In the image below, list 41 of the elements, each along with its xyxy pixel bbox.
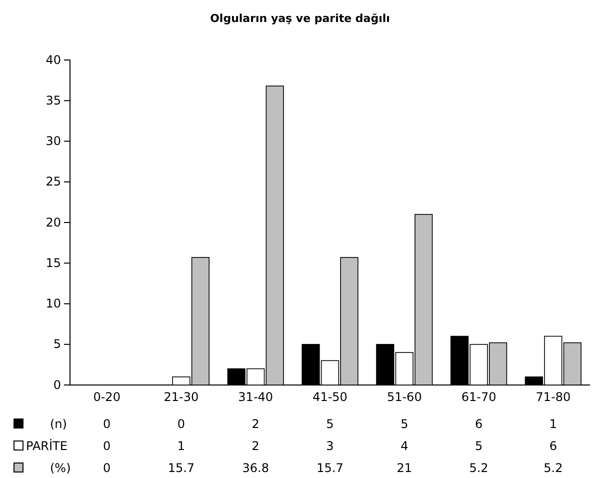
data-label: 3 <box>326 439 334 453</box>
legend-label: PARİTE <box>26 439 68 453</box>
data-label: 0 <box>103 439 111 453</box>
x-tick-label: 0-20 <box>93 390 120 404</box>
data-label: 6 <box>549 439 557 453</box>
data-label: 5.2 <box>469 461 488 475</box>
y-tick-label: 10 <box>46 296 61 311</box>
data-label: 21 <box>396 461 412 475</box>
y-tick-label: 25 <box>46 174 61 189</box>
y-tick-label: 15 <box>46 256 61 270</box>
data-label: 5 <box>326 417 334 431</box>
y-tick-label: 0 <box>53 378 61 392</box>
x-tick-label: 71-80 <box>536 390 571 404</box>
data-label: 15.7 <box>168 461 195 475</box>
y-tick-label: 35 <box>46 93 61 108</box>
x-tick-label: 41-50 <box>312 390 348 404</box>
data-label: 4 <box>400 439 408 453</box>
x-tick-label: 31-40 <box>238 390 274 404</box>
data-label: 5.2 <box>544 461 563 475</box>
data-label: 2 <box>252 439 260 453</box>
data-label: 0 <box>103 417 111 431</box>
legend-label: (%) <box>50 461 71 475</box>
y-tick-label: 40 <box>46 52 61 67</box>
data-label: 15.7 <box>316 461 344 475</box>
x-tick-label: 61-70 <box>461 390 496 404</box>
data-label: 1 <box>549 417 557 431</box>
data-label: 36.8 <box>242 461 269 475</box>
y-tick-label: 30 <box>46 134 61 148</box>
x-tick-label: 51-60 <box>386 390 422 404</box>
chart-title: Olguların yaş ve parite dağılı <box>210 12 390 25</box>
y-tick-label: 20 <box>46 215 61 230</box>
data-label: 0 <box>103 461 111 475</box>
data-label: 2 <box>252 417 260 431</box>
data-label: 5 <box>400 417 408 431</box>
data-label: 5 <box>474 439 483 453</box>
data-label: 1 <box>177 439 186 453</box>
data-label: 0 <box>177 417 186 431</box>
x-tick-label: 21-30 <box>164 390 199 404</box>
legend-label: (n) <box>50 417 67 431</box>
data-label: 6 <box>474 417 483 431</box>
y-tick-label: 5 <box>53 337 61 352</box>
